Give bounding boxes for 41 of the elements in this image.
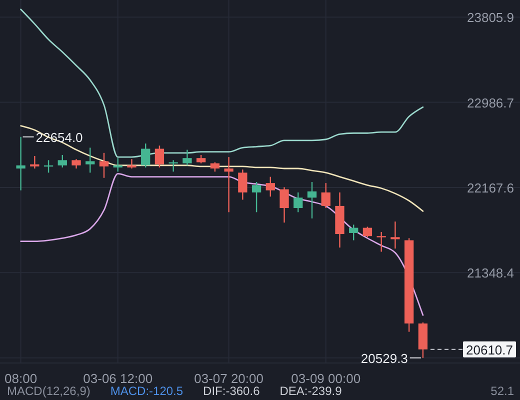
candlestick xyxy=(141,142,150,168)
candlestick xyxy=(154,145,164,168)
candlestick xyxy=(294,192,303,213)
ref-line-label: 20610.7 xyxy=(466,342,514,357)
candlestick xyxy=(390,220,400,250)
candlestick xyxy=(99,152,109,178)
candlestick xyxy=(86,147,95,174)
candlestick xyxy=(321,182,330,209)
candlestick xyxy=(30,155,40,170)
candlestick xyxy=(238,168,248,200)
candlestick xyxy=(182,149,192,166)
candlestick xyxy=(307,181,317,220)
candlestick xyxy=(376,231,386,252)
y-tick-label: 23805.9 xyxy=(467,10,514,25)
x-tick-label: 08:00 xyxy=(4,370,38,386)
candlestick xyxy=(127,158,136,170)
candlestick xyxy=(224,156,234,213)
candlestick xyxy=(362,226,372,238)
candlestick xyxy=(280,186,289,224)
text: MACD(12,26,9) xyxy=(7,384,90,398)
x-tick-label: 03-07 20:00 xyxy=(194,370,264,386)
y-tick-label: 22167.6 xyxy=(467,180,514,195)
candlestick xyxy=(210,162,220,172)
candlestick xyxy=(252,181,262,213)
candlestick xyxy=(16,136,26,191)
x-tick-label: 03-09 00:00 xyxy=(291,370,361,386)
candlestick xyxy=(349,224,358,241)
y-tick-label: 22986.7 xyxy=(467,94,514,110)
line-series xyxy=(20,173,424,316)
text: DEA:-239.9 xyxy=(280,384,342,398)
y-tick-label: 21348.4 xyxy=(467,265,514,280)
x-tick-label: 03-06 12:00 xyxy=(83,370,153,386)
text: MACD:-120.5 xyxy=(110,384,184,398)
candlestick xyxy=(72,158,81,170)
candlestick xyxy=(113,157,122,172)
candlestick xyxy=(266,176,275,198)
text: 52.1 xyxy=(490,384,514,398)
candlestick xyxy=(58,154,67,168)
line-series xyxy=(20,125,424,212)
annotation: 20529.3 xyxy=(360,350,408,366)
text: DIF:-360.6 xyxy=(203,384,260,398)
